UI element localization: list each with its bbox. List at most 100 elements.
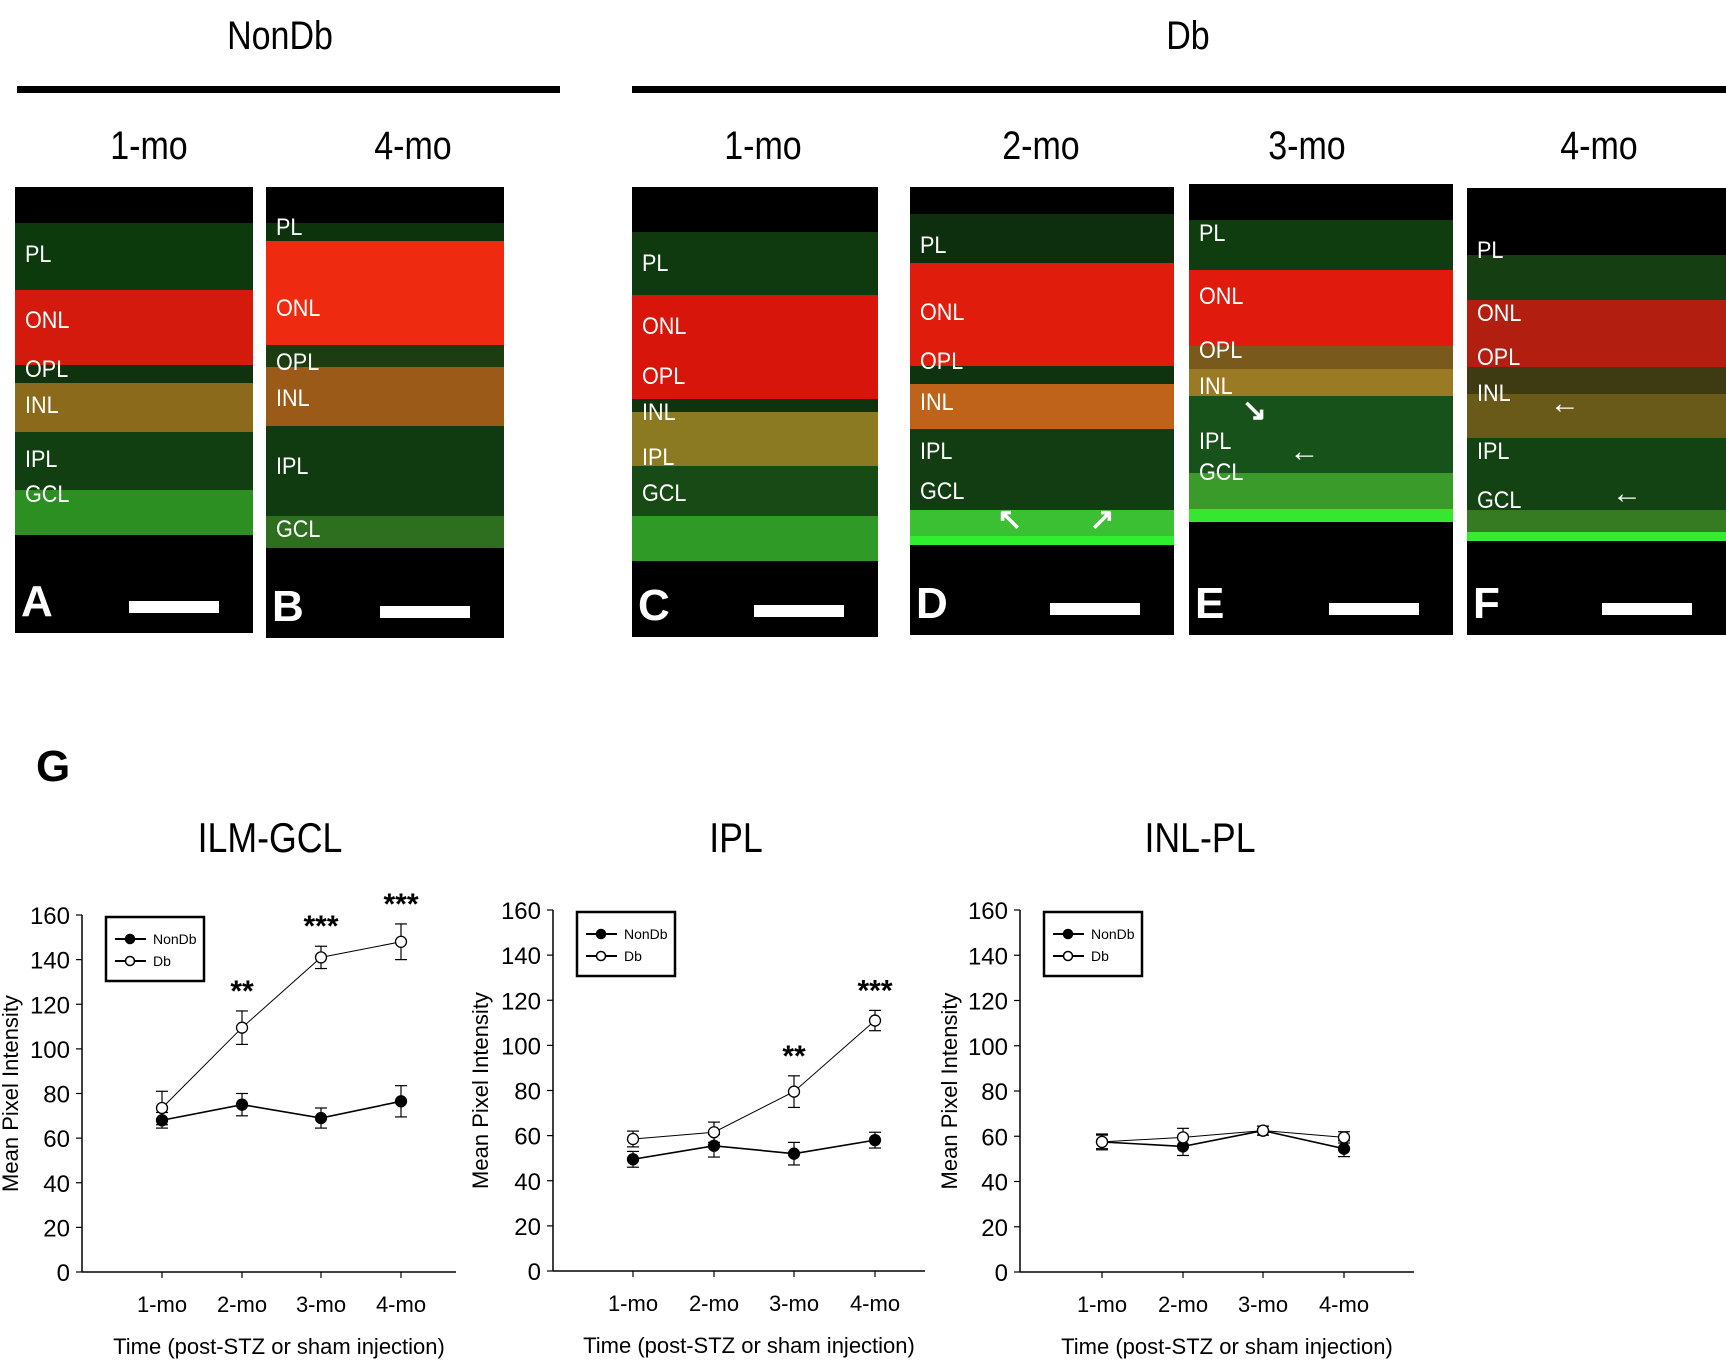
tissue-layer-band	[1467, 509, 1726, 533]
layer-label-pl: PL	[1477, 237, 1504, 265]
layer-label-opl: OPL	[1477, 344, 1521, 372]
layer-label-ipl: IPL	[642, 443, 675, 471]
y-tick-label: 80	[981, 1079, 1008, 1106]
tissue-layer-band	[910, 384, 1174, 429]
y-tick-label: 40	[43, 1171, 70, 1198]
y-tick-label: 60	[514, 1124, 541, 1151]
series-line-nondb	[632, 1139, 876, 1161]
legend-filled-circle-icon	[595, 928, 607, 940]
y-tick-label: 40	[981, 1170, 1008, 1197]
layer-label-onl: ONL	[642, 313, 687, 340]
data-point-nondb	[626, 1153, 640, 1166]
tissue-layer-band	[1189, 269, 1453, 347]
series-line-db	[1101, 1130, 1345, 1143]
legend-open-circle-icon	[124, 955, 136, 967]
tissue-layer-band	[1467, 366, 1726, 394]
tissue-layer-band	[15, 490, 253, 535]
scale-bar	[1329, 603, 1419, 615]
legend-box	[1042, 910, 1144, 978]
legend-open-circle-icon	[1062, 950, 1074, 962]
series-line-db	[161, 941, 402, 1109]
x-tick-label: 3-mo	[769, 1291, 819, 1316]
tissue-layer-band	[1189, 346, 1453, 369]
scale-bar	[1602, 603, 1692, 615]
layer-label-pl: PL	[1199, 220, 1226, 248]
data-point-nondb	[707, 1139, 721, 1152]
x-tick-label: 3-mo	[1238, 1292, 1288, 1317]
tissue-layer-band	[1467, 255, 1726, 300]
arrow-icon: ↘	[1241, 393, 1267, 427]
data-point-nondb	[394, 1095, 408, 1108]
tissue-layer-band	[632, 466, 878, 516]
y-tick-label: 120	[501, 988, 541, 1015]
panel-letter: C	[638, 581, 670, 630]
scale-bar	[129, 601, 219, 613]
layer-label-onl: ONL	[1199, 283, 1244, 311]
y-tick-label: 140	[30, 948, 70, 975]
micrograph-panel-b: PL ONL OPL INL IPL GCL B	[266, 187, 504, 638]
layer-label-inl: INL	[1477, 380, 1511, 408]
layer-label-pl: PL	[25, 240, 52, 268]
data-point-nondb	[1256, 1124, 1270, 1137]
y-tick-label: 100	[968, 1034, 1008, 1061]
tissue-layer-band	[266, 241, 504, 345]
layer-label-opl: OPL	[1199, 337, 1243, 365]
layer-label-inl: INL	[276, 385, 310, 413]
legend-box	[575, 910, 677, 978]
x-axis-label: Time (post-STZ or sham injection)	[583, 1333, 915, 1358]
data-point-db	[394, 935, 408, 948]
tissue-layer-band	[910, 263, 1174, 367]
layer-label-gcl: GCL	[25, 481, 70, 509]
significance-marker: ***	[383, 888, 418, 921]
y-axis-label: Mean Pixel Intensity	[937, 993, 962, 1190]
tissue-layer-band	[910, 213, 1174, 264]
column-title-b: 4-mo	[374, 124, 452, 168]
layer-label-ipl: IPL	[1477, 438, 1510, 466]
panel-letter: D	[916, 579, 948, 628]
series-line-db	[632, 1020, 876, 1140]
panel-letter: F	[1473, 579, 1500, 628]
scale-bar	[754, 605, 844, 617]
data-point-nondb	[314, 1111, 328, 1125]
section-label-g: G	[36, 742, 71, 791]
panel-letter: B	[272, 582, 304, 631]
tissue-layer-band	[1467, 438, 1726, 510]
y-tick-label: 120	[30, 992, 70, 1019]
layer-label-opl: OPL	[25, 356, 69, 384]
layer-label-opl: OPL	[920, 348, 964, 376]
layer-label-ipl: IPL	[920, 437, 953, 465]
layer-label-inl: INL	[25, 392, 59, 420]
significance-marker: **	[230, 975, 254, 1008]
layer-label-pl: PL	[642, 250, 669, 277]
layer-label-onl: ONL	[920, 299, 965, 326]
group-rule-nondb	[17, 86, 560, 93]
arrow-icon: ↖	[997, 503, 1023, 537]
y-tick-label: 40	[514, 1169, 541, 1196]
tissue-layer-band	[632, 412, 878, 466]
tissue-layer-band	[910, 536, 1174, 546]
micrograph-panel-d: PL ONL OPL INL IPL GCL ↖ ↗ D	[910, 187, 1174, 635]
tissue-layer-band	[15, 289, 253, 366]
tissue-layer-band	[266, 426, 504, 517]
y-tick-label: 80	[514, 1079, 541, 1106]
series-line-nondb	[1101, 1129, 1345, 1150]
tissue-layer-band	[266, 516, 504, 548]
data-point-nondb	[1337, 1142, 1351, 1155]
tissue-layer-band	[910, 366, 1174, 385]
y-tick-label: 20	[43, 1215, 70, 1242]
legend-filled-circle-icon	[1062, 928, 1074, 940]
layer-label-pl: PL	[276, 214, 303, 242]
tissue-layer-band	[632, 398, 878, 412]
layer-label-ipl: IPL	[25, 445, 58, 473]
x-tick-label: 4-mo	[1319, 1292, 1369, 1317]
x-tick-label: 3-mo	[296, 1292, 346, 1317]
arrow-icon: ←	[1289, 434, 1320, 468]
x-tick-label: 2-mo	[1158, 1292, 1208, 1317]
layer-label-opl: OPL	[642, 362, 686, 390]
chart-title-ilm-gcl: ILM-GCL	[197, 814, 343, 861]
group-title-db: Db	[1166, 14, 1210, 58]
legend-label: Db	[624, 948, 642, 964]
y-axis-label: Mean Pixel Intensity	[0, 995, 23, 1192]
tissue-layer-band	[266, 367, 504, 427]
y-tick-label: 160	[30, 903, 70, 930]
